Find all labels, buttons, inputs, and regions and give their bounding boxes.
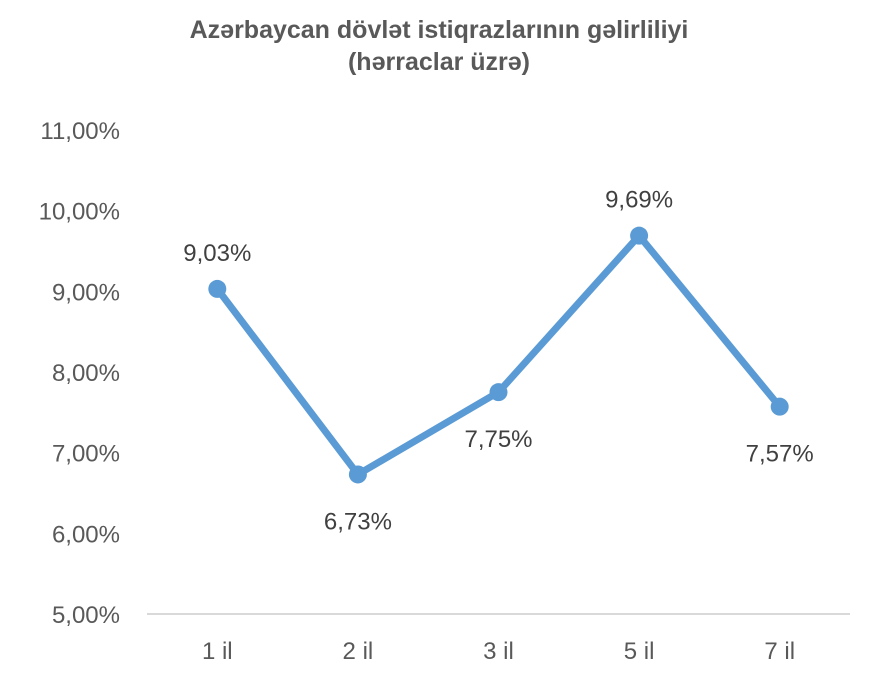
data-label: 6,73% — [324, 508, 392, 535]
x-tick-label: 3 il — [483, 638, 514, 665]
data-point — [770, 397, 789, 416]
y-tick-label: 9,00% — [52, 279, 120, 306]
y-tick-label: 10,00% — [39, 199, 120, 226]
x-tick-label: 5 il — [624, 638, 655, 665]
chart-title: Azərbaycan dövlət istiqrazlarının gəlirl… — [189, 16, 689, 44]
data-point — [630, 226, 649, 245]
data-point — [489, 383, 508, 402]
data-point — [208, 279, 227, 298]
y-tick-label: 7,00% — [52, 441, 120, 468]
chart-title-block: Azərbaycan dövlət istiqrazlarının gəlirl… — [0, 14, 878, 78]
y-tick-label: 11,00% — [40, 118, 120, 145]
data-point — [348, 465, 367, 484]
data-points — [208, 226, 789, 484]
x-tick-label: 2 il — [343, 638, 374, 665]
y-tick-label: 5,00% — [52, 602, 120, 629]
y-tick-label: 8,00% — [52, 360, 120, 387]
data-label: 7,75% — [464, 426, 532, 453]
y-tick-label: 6,00% — [52, 521, 120, 548]
x-tick-label: 1 il — [202, 638, 233, 665]
data-labels: 9,03% 6,73% 7,75% 9,69% 7,57% — [183, 187, 813, 536]
chart-subtitle: (hərraclar üzrə) — [347, 48, 531, 76]
data-label: 9,69% — [605, 187, 673, 214]
data-label: 7,57% — [746, 441, 814, 468]
x-axis-ticks: 1 il 2 il 3 il 5 il 7 il — [202, 638, 795, 665]
data-label: 9,03% — [183, 240, 251, 267]
y-axis-ticks: 5,00% 6,00% 7,00% 8,00% 9,00% 10,00% 11,00% — [39, 118, 120, 629]
x-tick-label: 7 il — [764, 638, 795, 665]
